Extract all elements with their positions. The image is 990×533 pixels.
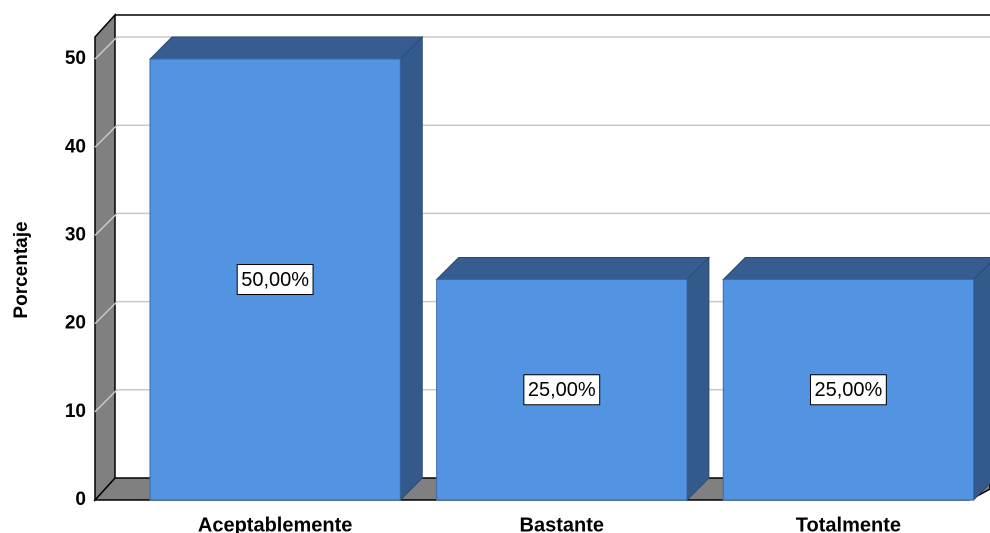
bar-top bbox=[435, 257, 711, 281]
bar-side bbox=[399, 35, 423, 502]
bar bbox=[435, 256, 711, 502]
y-tick-label: 50 bbox=[65, 48, 86, 69]
bar-top bbox=[722, 257, 990, 281]
grid-line bbox=[94, 36, 118, 60]
y-tick-label: 20 bbox=[65, 313, 86, 334]
grid-line bbox=[94, 301, 118, 325]
y-axis-label: Porcentaje bbox=[11, 221, 32, 318]
grid-line bbox=[94, 212, 118, 236]
bar-top bbox=[148, 36, 424, 60]
y-tick-label: 10 bbox=[65, 401, 86, 422]
value-label-box bbox=[236, 264, 314, 296]
value-label: 25,00% bbox=[814, 379, 882, 401]
x-tick-label: Totalmente bbox=[796, 514, 901, 533]
y-tick-label: 30 bbox=[65, 224, 86, 245]
value-label: 50,00% bbox=[241, 269, 309, 291]
value-label: 25,00% bbox=[528, 379, 596, 401]
y-tick-label: 0 bbox=[75, 489, 86, 510]
left-wall bbox=[94, 13, 116, 502]
grid-line bbox=[94, 389, 118, 413]
value-label-box bbox=[809, 374, 887, 406]
y-tick-label: 40 bbox=[65, 136, 86, 157]
grid-line bbox=[94, 124, 118, 148]
x-tick-label: Aceptablemente bbox=[198, 514, 353, 533]
bar-side bbox=[686, 256, 710, 502]
bar-side bbox=[973, 262, 990, 502]
value-label-box bbox=[523, 374, 601, 406]
x-tick-label: Bastante bbox=[520, 514, 604, 533]
